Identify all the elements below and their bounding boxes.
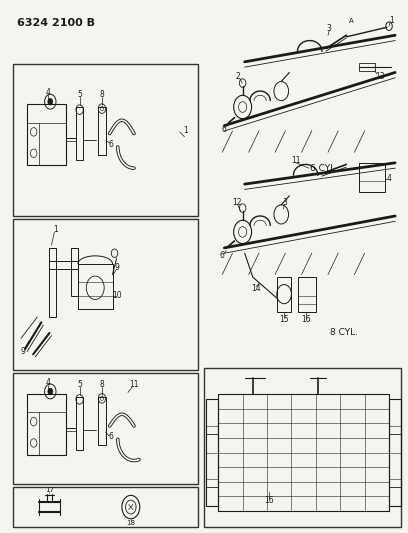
Bar [49, 261, 78, 269]
Text: 2: 2 [235, 71, 240, 80]
Bar [359, 63, 375, 71]
Text: 3: 3 [327, 24, 332, 33]
Text: A: A [349, 18, 354, 24]
Text: 4: 4 [46, 378, 51, 387]
Text: 15: 15 [279, 315, 289, 324]
Text: 3: 3 [283, 198, 288, 207]
Text: 6 CYL.: 6 CYL. [310, 164, 338, 173]
Bar [389, 399, 401, 506]
Bar [27, 394, 66, 455]
Bar [76, 107, 83, 160]
Bar [76, 397, 83, 450]
Text: 11: 11 [129, 380, 139, 389]
Text: 4: 4 [46, 88, 51, 97]
Text: 12: 12 [232, 198, 241, 207]
Text: 6: 6 [109, 140, 114, 149]
Text: 1: 1 [183, 125, 188, 134]
Text: 11: 11 [291, 156, 300, 165]
Circle shape [48, 99, 53, 105]
Text: 4: 4 [386, 174, 391, 183]
Text: 14: 14 [251, 284, 261, 293]
Text: 1: 1 [390, 16, 394, 25]
Text: 8: 8 [100, 90, 104, 99]
Bar [204, 368, 401, 527]
Bar [13, 487, 198, 527]
Text: 5: 5 [77, 90, 82, 99]
Bar [218, 394, 389, 511]
Text: 9: 9 [21, 347, 25, 356]
Text: 16: 16 [302, 315, 311, 324]
Text: 8 CYL.: 8 CYL. [330, 328, 358, 337]
Bar [206, 399, 218, 506]
Bar [13, 64, 198, 216]
Bar [13, 373, 198, 484]
Text: 13: 13 [375, 71, 384, 80]
Text: 6: 6 [221, 125, 226, 134]
Bar [27, 104, 66, 165]
Text: 6: 6 [108, 432, 113, 441]
Bar [49, 248, 56, 317]
Bar [277, 277, 291, 312]
Bar [78, 264, 113, 309]
Bar [359, 163, 385, 192]
Text: 6324 2100 B: 6324 2100 B [17, 18, 95, 28]
Text: 1: 1 [53, 225, 58, 234]
Text: 8: 8 [100, 380, 104, 389]
Circle shape [48, 388, 53, 394]
Text: 9: 9 [114, 263, 119, 272]
Bar [98, 397, 106, 445]
Text: 6: 6 [220, 252, 224, 260]
Text: 16: 16 [264, 496, 274, 505]
Text: 18: 18 [126, 520, 135, 526]
Bar [98, 107, 106, 155]
Bar [71, 248, 78, 296]
Text: 17: 17 [45, 487, 54, 493]
Bar [13, 219, 198, 370]
Text: 10: 10 [113, 291, 122, 300]
Text: 5: 5 [77, 380, 82, 389]
Bar [297, 277, 316, 312]
